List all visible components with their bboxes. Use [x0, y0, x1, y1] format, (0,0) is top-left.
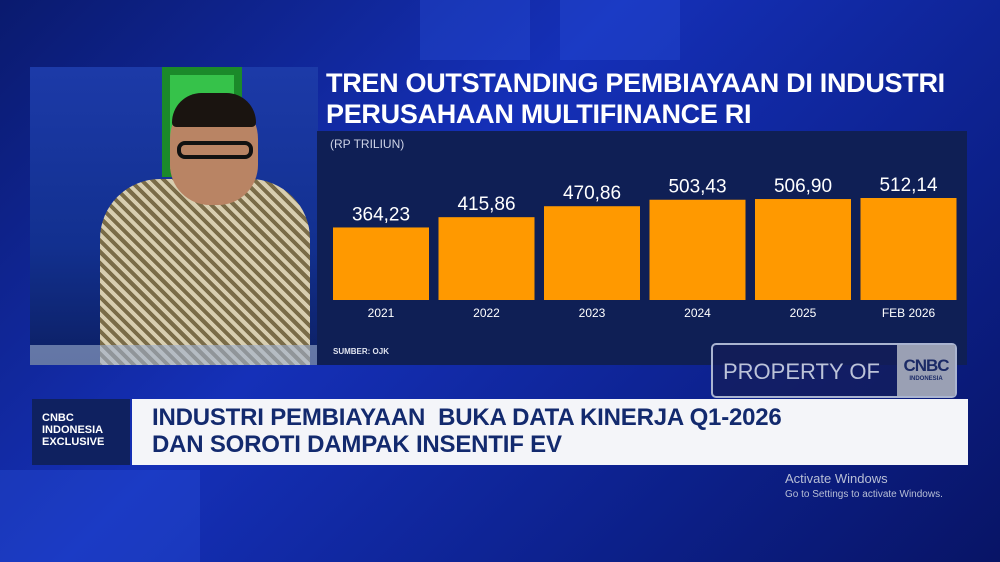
chart-title-line: PERUSAHAAN MULTIFINANCE RI [326, 99, 752, 129]
video-feed-presenter [30, 67, 318, 365]
chart-title-line: TREN OUTSTANDING PEMBIAYAAN DI INDUSTRI [326, 68, 945, 98]
x-tick-label: 2022 [473, 306, 500, 320]
x-tick-label: 2023 [579, 306, 606, 320]
bar-2025 [755, 199, 851, 300]
badge-line: CNBC [42, 412, 74, 424]
data-label: 415,86 [457, 194, 515, 215]
badge-line: EXCLUSIVE [42, 436, 105, 448]
background-tile [420, 0, 530, 60]
presenter-hair [172, 93, 256, 127]
badge-line: INDONESIA [42, 424, 104, 436]
bar-chart: 364,23 2021 415,86 2022 470,86 2023 503,43 2024… [333, 175, 957, 320]
data-label: 506,90 [774, 176, 832, 197]
chart-title: TREN OUTSTANDING PEMBIAYAAN DI INDUSTRI … [326, 68, 945, 130]
cnbc-logo: CNBC INDONESIA [897, 345, 955, 396]
logo-sub: INDONESIA [909, 376, 943, 382]
bar-2024 [649, 199, 746, 300]
studio-desk [30, 345, 318, 365]
headline-line: DAN SOROTI DAMPAK INSENTIF EV [152, 431, 562, 458]
logo-main: CNBC [903, 356, 949, 375]
activate-title: Activate Windows [785, 471, 888, 486]
activate-windows-watermark: Activate Windows Go to Settings to activ… [785, 471, 943, 500]
data-label: 364,23 [352, 204, 410, 225]
data-label: 512,14 [879, 175, 938, 196]
y-axis-unit: (RP TRILIUN) [330, 137, 405, 151]
exclusive-badge: CNBC INDONESIA EXCLUSIVE [32, 399, 130, 465]
background-tile [0, 470, 200, 562]
x-tick-label: 2025 [790, 306, 817, 320]
presenter-glasses [177, 141, 253, 159]
bar-2023 [544, 206, 640, 300]
property-watermark: PROPERTY OF CNBC INDONESIA [711, 343, 957, 398]
activate-subtitle: Go to Settings to activate Windows. [785, 489, 943, 500]
bar-2021 [333, 227, 429, 300]
bar-feb-2026 [860, 198, 957, 300]
x-tick-label: 2024 [684, 306, 711, 320]
data-label: 503,43 [668, 177, 726, 198]
x-tick-label: FEB 2026 [882, 306, 936, 320]
presenter-body [100, 179, 310, 365]
chart-source: SUMBER: OJK [333, 347, 390, 356]
x-tick-label: 2021 [368, 306, 395, 320]
data-label: 470,86 [563, 183, 621, 204]
background-tile [560, 0, 680, 60]
headline-line: INDUSTRI PEMBIAYAAN BUKA DATA KINERJA Q1… [152, 404, 782, 431]
bar-2022 [438, 217, 535, 300]
headline-banner: INDUSTRI PEMBIAYAAN BUKA DATA KINERJA Q1… [132, 399, 968, 465]
watermark-text: PROPERTY OF [723, 359, 880, 384]
